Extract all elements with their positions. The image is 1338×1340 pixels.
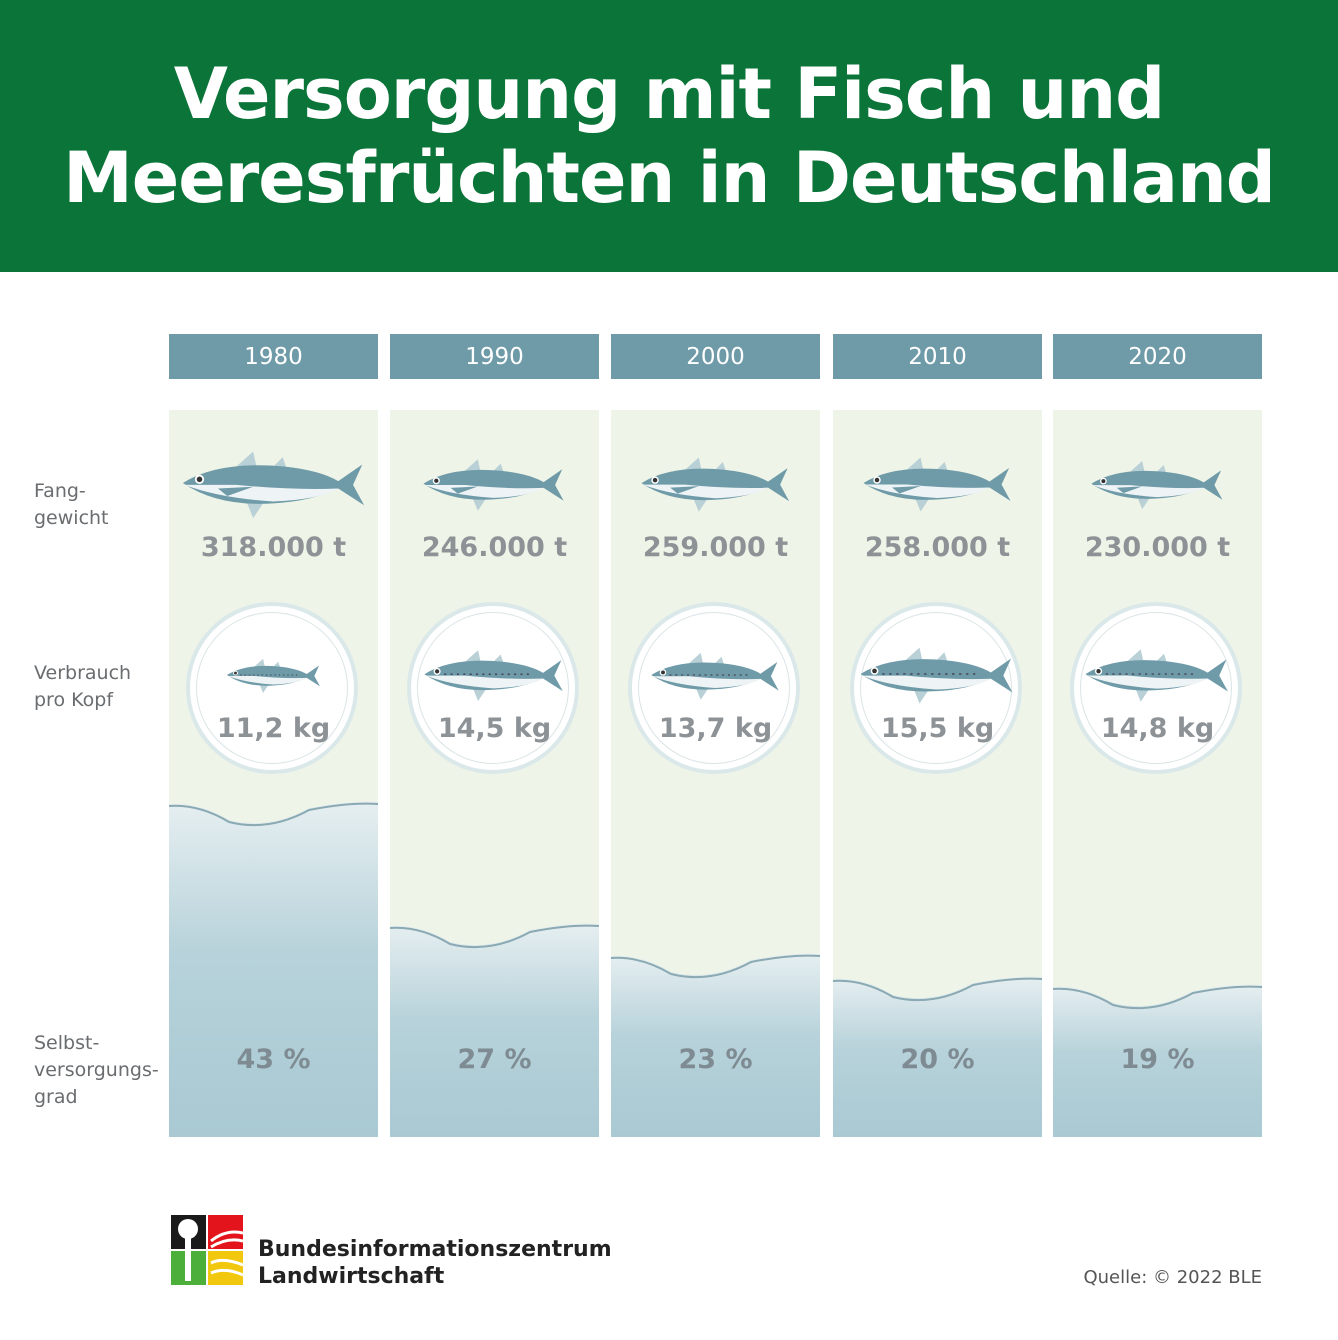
water-level-bar xyxy=(169,801,378,1137)
year-column: 2010 258.000 t 15,5 kg 20 % xyxy=(833,0,1042,1137)
fish-icon xyxy=(640,453,791,516)
catch-weight-value: 259.000 t xyxy=(642,532,789,563)
year-header: 2020 xyxy=(1053,334,1262,379)
water-level-bar xyxy=(611,953,820,1137)
sardine-icon xyxy=(650,649,780,704)
consumption-value: 15,5 kg xyxy=(880,713,995,744)
year-column: 1980 318.000 t 11,2 kg 43 % xyxy=(169,0,378,1137)
self-sufficiency-value: 43 % xyxy=(236,1044,311,1075)
title-banner: Versorgung mit Fisch und Meeresfrüchten i… xyxy=(0,0,1338,272)
water-level-bar xyxy=(390,923,599,1137)
fish-icon xyxy=(181,446,366,524)
row-label-verbrauch: Verbrauch pro Kopf xyxy=(34,662,132,711)
fish-icon xyxy=(1090,457,1224,513)
year-header: 1990 xyxy=(390,334,599,379)
year-column: 1990 246.000 t 14,5 kg 27 % xyxy=(390,0,599,1137)
water-level-bar xyxy=(1053,984,1262,1137)
catch-weight-value: 258.000 t xyxy=(864,532,1011,563)
consumption-value: 14,8 kg xyxy=(1100,713,1215,744)
consumption-value: 11,2 kg xyxy=(216,713,331,744)
year-header: 2010 xyxy=(833,334,1042,379)
year-header: 1980 xyxy=(169,334,378,379)
self-sufficiency-value: 20 % xyxy=(900,1044,975,1075)
sardine-icon xyxy=(226,656,321,696)
row-label-fanggewicht: Fang- gewicht xyxy=(34,480,109,529)
fish-icon xyxy=(862,453,1012,516)
title-line-2: Meeresfrüchten in Deutschland xyxy=(63,137,1276,219)
sardine-icon xyxy=(1084,645,1229,706)
year-column: 2020 230.000 t 14,8 kg 19 % xyxy=(1053,0,1262,1137)
consumption-circle xyxy=(628,602,800,774)
source-note: Quelle: © 2022 BLE xyxy=(1083,1267,1262,1288)
water-level-bar xyxy=(833,976,1042,1137)
organization-name: Bundesinformationszentrum Landwirtschaft xyxy=(258,1237,612,1289)
page-title: Versorgung mit Fisch und Meeresfrüchten i… xyxy=(0,52,1338,220)
year-header: 2000 xyxy=(611,334,820,379)
sardine-icon xyxy=(859,643,1014,708)
consumption-value: 13,7 kg xyxy=(658,713,773,744)
year-column: 2000 259.000 t 13,7 kg 23 % xyxy=(611,0,820,1137)
consumption-value: 14,5 kg xyxy=(437,713,552,744)
self-sufficiency-value: 23 % xyxy=(678,1044,753,1075)
ble-logo xyxy=(171,1215,243,1285)
catch-weight-value: 318.000 t xyxy=(200,532,347,563)
column-background xyxy=(169,410,378,1137)
self-sufficiency-value: 27 % xyxy=(457,1044,532,1075)
catch-weight-value: 230.000 t xyxy=(1084,532,1231,563)
fish-icon xyxy=(422,455,565,515)
row-label-selbstversorgung: Selbst- versorgungs- grad xyxy=(34,1032,159,1108)
self-sufficiency-value: 19 % xyxy=(1120,1044,1195,1075)
consumption-circle xyxy=(186,602,358,774)
title-line-1: Versorgung mit Fisch und xyxy=(173,53,1166,135)
catch-weight-value: 246.000 t xyxy=(421,532,568,563)
sardine-icon xyxy=(423,646,564,705)
